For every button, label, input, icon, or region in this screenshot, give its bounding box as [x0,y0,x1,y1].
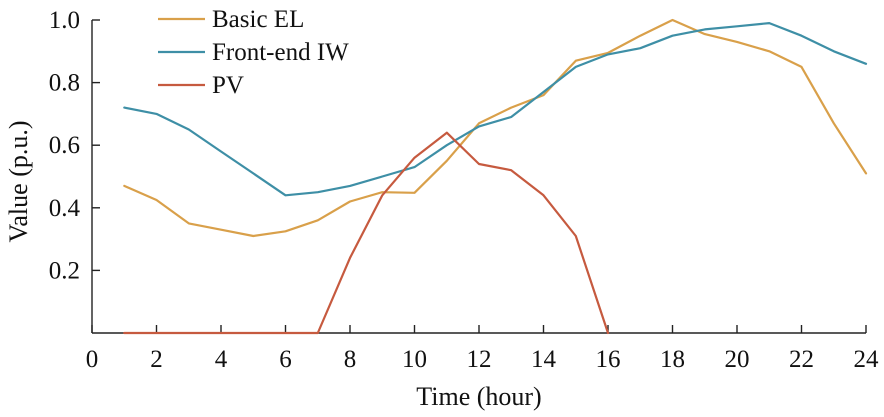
y-tick-label: 0.4 [49,195,81,222]
y-tick-label: 0.6 [49,132,80,159]
x-tick-label: 22 [789,346,814,373]
series-layer [123,18,868,335]
x-tick-label: 2 [150,346,163,373]
y-axis-label: Value (p.u.) [4,120,33,242]
series-line-front-end-iw [123,22,868,197]
x-tick-label: 8 [344,346,357,373]
series-line-pv [123,131,610,335]
legend: Basic EL Front-end IW PV [158,6,349,99]
x-tick-label: 16 [596,346,621,373]
x-tick-label: 20 [725,346,750,373]
y-tick-label: 0.2 [49,257,80,284]
x-tick-label: 6 [279,346,292,373]
x-tick-label: 4 [215,346,228,373]
axes-layer: 0 2 4 6 8 10 12 14 16 18 20 22 240.20.40.60.81.0 [49,7,879,373]
x-tick-label: 24 [854,346,880,373]
legend-label: Front-end IW [212,39,349,66]
legend-label: Basic EL [212,6,304,33]
series-line-basic-el [123,18,868,238]
x-tick-label: 10 [402,346,427,373]
y-tick-label: 0.8 [49,70,80,97]
x-tick-label: 0 [86,346,99,373]
legend-label: PV [212,72,244,99]
x-tick-label: 12 [467,346,492,373]
x-tick-label: 14 [531,346,557,373]
x-tick-label: 18 [660,346,685,373]
x-axis-label: Time (hour) [416,382,541,411]
y-tick-label: 1.0 [49,7,80,34]
